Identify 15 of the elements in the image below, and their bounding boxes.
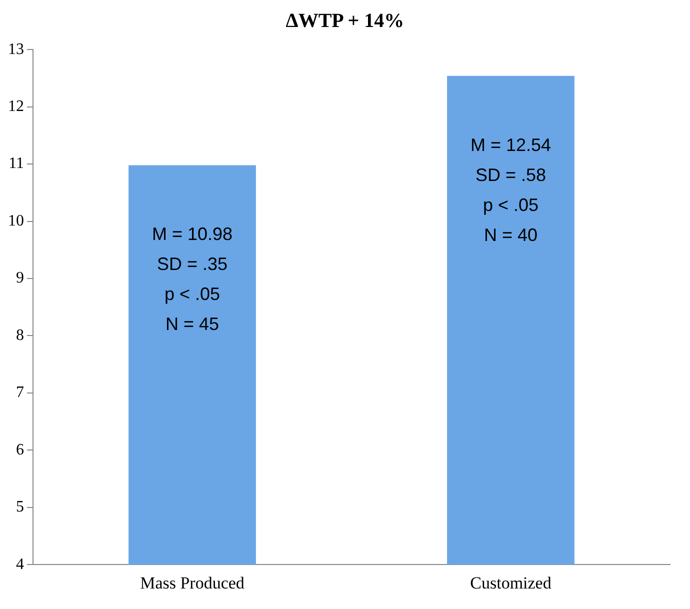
- y-tick-label: 6: [16, 441, 24, 458]
- data-label: M = 12.54 SD = .58 p < .05 N = 40: [470, 134, 552, 245]
- chart-title: ΔWTP + 14%: [284, 10, 406, 33]
- y-tick-label: 8: [16, 326, 24, 344]
- y-tick-label: 7: [16, 384, 24, 402]
- y-tick-label: 12: [8, 98, 24, 116]
- x-tick-label: Customized: [470, 573, 552, 592]
- y-tick-label: 9: [16, 270, 24, 287]
- y-tick-label: 5: [16, 498, 24, 516]
- y-tick-label: 13: [8, 40, 24, 58]
- x-tick-label: Mass Produced: [140, 573, 245, 592]
- y-tick-label: 10: [8, 212, 24, 230]
- data-label: M = 10.98 SD = .35 p < .05 N = 45: [152, 224, 233, 334]
- y-tick-label: 4: [16, 556, 24, 573]
- y-tick-label: 11: [8, 155, 24, 172]
